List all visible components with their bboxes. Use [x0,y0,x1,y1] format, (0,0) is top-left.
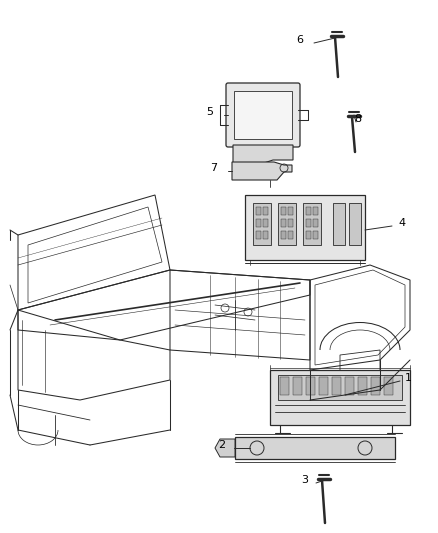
Bar [306,207,311,215]
Bar [256,219,261,227]
Bar [281,207,286,215]
FancyBboxPatch shape [303,203,321,245]
Bar [288,207,293,215]
Bar [288,219,293,227]
Bar [263,219,268,227]
Text: 6: 6 [297,35,304,45]
FancyBboxPatch shape [349,203,361,245]
Bar [256,231,261,239]
Bar [263,231,268,239]
FancyBboxPatch shape [234,91,292,139]
FancyBboxPatch shape [235,437,395,459]
Bar [293,377,302,395]
Text: 1: 1 [405,373,411,383]
Bar [345,377,354,395]
Bar [280,377,289,395]
Bar [371,377,380,395]
Text: 4: 4 [399,218,406,228]
Bar [281,219,286,227]
Bar [313,219,318,227]
Polygon shape [215,439,235,457]
FancyBboxPatch shape [333,203,345,245]
Bar [281,231,286,239]
FancyBboxPatch shape [245,195,365,260]
Text: 3: 3 [301,475,308,485]
FancyBboxPatch shape [226,83,300,147]
Text: 2: 2 [219,440,226,450]
Bar [263,207,268,215]
Bar [306,377,315,395]
Polygon shape [232,162,292,180]
Text: 5: 5 [206,107,213,117]
Bar [306,219,311,227]
Bar [313,207,318,215]
Bar [319,377,328,395]
Bar [358,377,367,395]
FancyBboxPatch shape [253,203,271,245]
Bar [332,377,341,395]
Text: 7: 7 [210,163,218,173]
Bar [256,207,261,215]
Bar [306,231,311,239]
Polygon shape [233,145,293,165]
FancyBboxPatch shape [278,203,296,245]
Bar [288,231,293,239]
Text: 8: 8 [354,114,361,124]
Bar [384,377,393,395]
FancyBboxPatch shape [278,375,402,400]
Bar [313,231,318,239]
FancyBboxPatch shape [270,370,410,425]
